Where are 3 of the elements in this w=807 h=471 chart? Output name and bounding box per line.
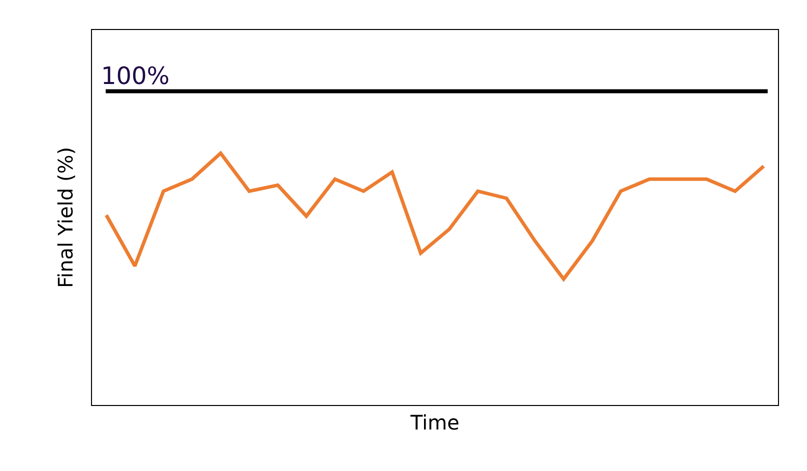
text: 100%: [101, 62, 170, 90]
x-axis-title: Time: [410, 410, 460, 434]
y-axis-title: Final Yield (%): [54, 146, 78, 288]
